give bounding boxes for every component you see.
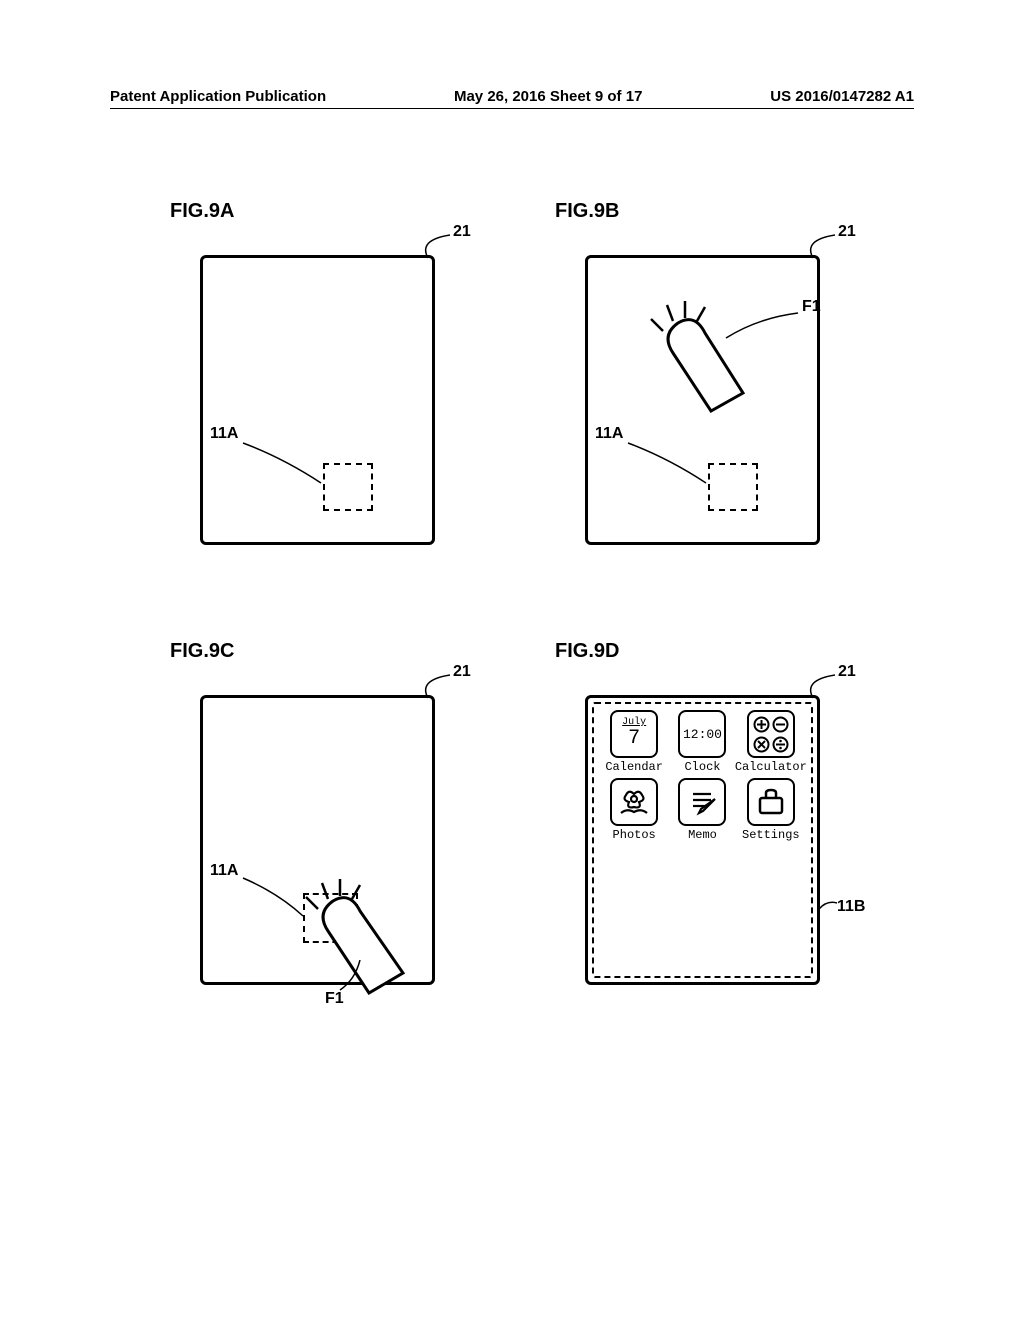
figure-grid: FIG.9A 21 11A FIG.9B 21 [150,210,870,1010]
app-calendar: July 7 Calendar [602,710,667,774]
page: Patent Application Publication May 26, 2… [0,0,1024,1320]
calc-div-icon [772,736,789,753]
calc-times-icon [753,736,770,753]
note-pencil-icon [685,785,719,819]
calendar-day: 7 [628,728,640,750]
leader-11a-a [203,258,438,548]
ref-21-c: 21 [453,663,471,681]
ref-11a-b: 11A [595,425,623,443]
clock-time: 12:00 [683,727,722,742]
app-label-calculator: Calculator [735,760,807,774]
leader-f1-c [300,960,400,1010]
flower-icon [617,785,651,819]
calc-minus-icon [772,716,789,733]
ref-21-d: 21 [838,663,856,681]
ref-f1-b: F1 [802,298,821,316]
header-center: May 26, 2016 Sheet 9 of 17 [454,88,642,105]
calculator-icon [747,710,795,758]
fig-9c: FIG.9C 21 [150,650,485,1010]
settings-icon [747,778,795,826]
app-label-memo: Memo [688,828,717,842]
header-right: US 2016/0147282 A1 [770,88,914,105]
app-label-calendar: Calendar [605,760,663,774]
page-header: Patent Application Publication May 26, 2… [110,88,914,105]
photos-icon [610,778,658,826]
ref-11a-c: 11A [210,862,238,880]
leader-11a-c [203,698,438,988]
ref-f1-c: F1 [325,990,344,1008]
app-label-photos: Photos [613,828,656,842]
app-clock: 12:00 Clock [670,710,735,774]
panel-9c [200,695,435,985]
ref-21-a: 21 [453,223,471,241]
app-settings: Settings [738,778,803,842]
app-row-1: July 7 Calendar 12:00 Clock [600,710,805,774]
app-area: July 7 Calendar 12:00 Clock [600,710,805,970]
app-photos: Photos [602,778,667,842]
fig-9b: FIG.9B 21 [535,210,870,570]
ref-11b: 11B [837,898,865,916]
ref-11a-a: 11A [210,425,238,443]
clock-icon: 12:00 [678,710,726,758]
fig-9d: FIG.9D 21 July 7 [535,650,870,1010]
header-left: Patent Application Publication [110,88,326,105]
leader-11a-b [588,258,823,548]
app-calculator: Calculator [738,710,803,774]
ref-21-b: 21 [838,223,856,241]
panel-9d: July 7 Calendar 12:00 Clock [585,695,820,985]
calendar-icon: July 7 [610,710,658,758]
header-rule [110,108,914,109]
app-label-settings: Settings [742,828,800,842]
app-row-2: Photos [600,778,805,842]
app-memo: Memo [670,778,735,842]
calc-plus-icon [753,716,770,733]
panel-9a [200,255,435,545]
memo-icon [678,778,726,826]
app-label-clock: Clock [684,760,720,774]
fig-9a: FIG.9A 21 11A [150,210,485,570]
briefcase-icon [754,785,788,819]
panel-9b [585,255,820,545]
